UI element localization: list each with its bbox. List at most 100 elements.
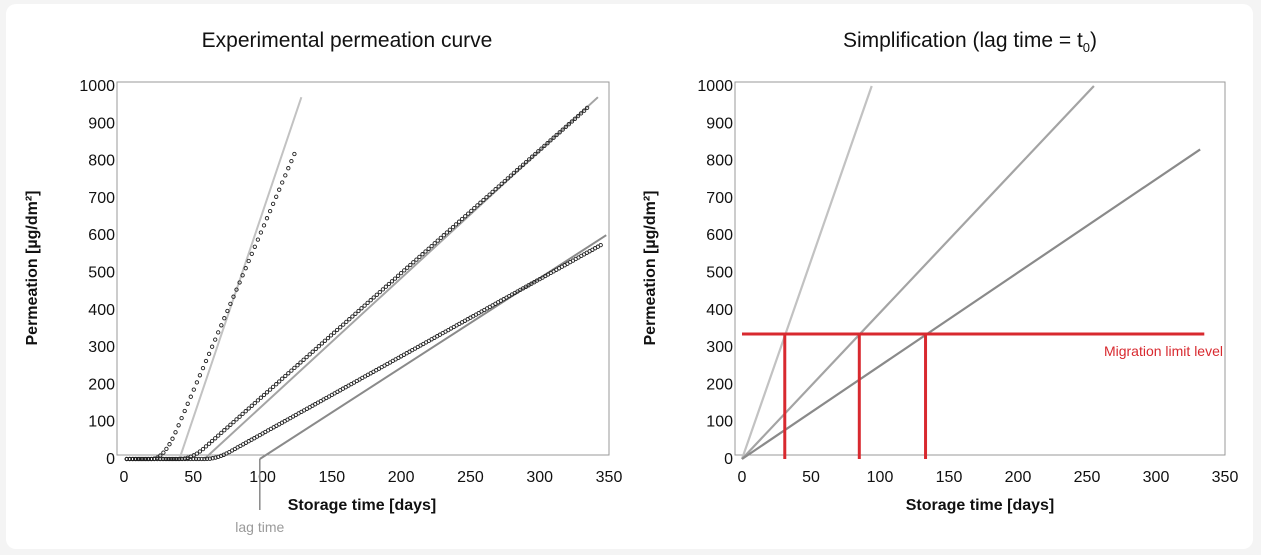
right-x-tick-100: 100 <box>867 469 894 486</box>
left-series-2-point <box>240 411 245 417</box>
left-series-1-point <box>240 273 245 278</box>
left-series-2-point <box>450 224 456 230</box>
left-series-3-point <box>196 456 201 462</box>
left-series-2-point <box>417 254 422 260</box>
left-series-1-point <box>209 344 215 349</box>
right-chart: Simplification (lag time = t0) 010020030… <box>642 29 1238 514</box>
left-series-2-point <box>216 433 221 438</box>
left-series-3-point <box>132 456 138 462</box>
left-series-3-point <box>168 456 174 462</box>
left-series-3-point <box>155 456 160 462</box>
right-title-subscript: 0 <box>1083 40 1090 55</box>
left-series-2-point <box>490 189 495 195</box>
left-series-2-point <box>563 124 568 130</box>
left-series-1-point <box>249 251 254 257</box>
left-series-2-point <box>304 354 309 360</box>
left-y-tick-labels: 0 100 200 300 400 500 600 700 800 900 1000 <box>79 78 115 468</box>
left-series-3-point <box>141 456 146 462</box>
left-series-3-point <box>152 456 157 462</box>
left-series-2-point <box>508 173 514 178</box>
left-series-3-point <box>180 456 185 462</box>
left-series-1-point <box>280 180 285 185</box>
left-series-2-point <box>575 113 581 119</box>
left-series-1-point <box>261 223 267 228</box>
right-x-tick-150: 150 <box>936 469 963 486</box>
left-series-2-point <box>225 425 230 430</box>
left-series-2-point <box>426 246 431 251</box>
left-series-2-point <box>459 216 465 222</box>
left-series-2-point <box>331 330 337 335</box>
left-y-tick-600: 600 <box>88 227 115 244</box>
left-series-2-point <box>209 438 215 444</box>
left-series-2-point <box>505 176 510 181</box>
right-y-tick-300: 300 <box>706 339 733 356</box>
right-y-tick-200: 200 <box>706 376 733 393</box>
left-series-2-point <box>520 162 526 167</box>
left-series-1-point <box>200 365 206 371</box>
left-series-2-point <box>298 360 303 365</box>
left-series-2-point <box>261 392 267 398</box>
right-series-line-3 <box>741 148 1201 460</box>
left-series-2-point <box>228 422 233 427</box>
left-series-3-point <box>191 456 196 462</box>
left-series-2-point <box>325 335 331 341</box>
left-series-2-point <box>557 130 562 135</box>
left-series-2-point <box>502 178 507 184</box>
left-series-1-point <box>161 450 166 455</box>
left-series-2-point <box>353 311 358 316</box>
left-series-2-point <box>255 398 261 403</box>
right-y-tick-800: 800 <box>706 153 733 170</box>
left-series-1-point <box>176 423 181 428</box>
left-series-3-point <box>166 456 171 462</box>
left-series-2-point <box>584 105 590 111</box>
left-chart: Experimental permeation curve 0 100 200 300… <box>24 29 622 535</box>
left-series-3-point <box>193 456 199 462</box>
right-y-tick-100: 100 <box>706 414 733 431</box>
left-series-2-point <box>270 384 276 390</box>
left-series-1-point <box>170 436 175 441</box>
left-series-2-point <box>334 327 340 333</box>
left-series-2-point <box>566 122 571 127</box>
left-series-1-point <box>191 387 196 392</box>
left-series-2-point <box>307 352 312 357</box>
left-series-3-point <box>207 456 213 461</box>
left-series-2-point <box>517 165 523 170</box>
right-y-tick-0: 0 <box>724 451 733 468</box>
left-series-2-point <box>447 227 453 232</box>
left-series-1-point <box>173 430 178 435</box>
left-series-2-point <box>389 279 395 284</box>
left-fit-lines <box>178 96 607 460</box>
left-series-2-point <box>466 211 471 216</box>
left-series-2-point <box>359 306 364 311</box>
left-series-2-point <box>432 241 437 246</box>
left-series-2-point <box>347 317 352 322</box>
left-series-3-point <box>185 456 190 462</box>
left-series-2-point <box>523 159 529 165</box>
left-series-1-point <box>267 208 273 214</box>
left-series-2-point <box>338 325 343 330</box>
right-title-end: ) <box>1090 29 1097 52</box>
left-series-1-point <box>277 187 282 192</box>
left-x-tick-labels: 0 50 100 150 200 250 300 350 <box>120 469 623 486</box>
left-series-3-point <box>135 456 141 462</box>
left-series-1-point <box>286 166 291 171</box>
left-series-1-points <box>124 151 297 462</box>
left-series-2-point <box>222 428 227 433</box>
left-series-1-point <box>255 237 261 242</box>
figure-svg: Experimental permeation curve 0 100 200 300… <box>24 29 1238 535</box>
left-series-2-point <box>258 395 264 400</box>
left-y-tick-500: 500 <box>88 265 115 282</box>
left-series-1-point <box>228 301 233 307</box>
left-series-2-point <box>536 149 541 154</box>
left-series-1-point <box>270 201 276 207</box>
left-series-2-point <box>551 135 556 140</box>
left-series-2-point <box>365 300 370 306</box>
migration-limit-label: Migration limit level <box>1104 343 1223 359</box>
right-x-tick-labels: 0 50 100 150 200 250 300 350 <box>738 469 1239 486</box>
left-series-1-point <box>216 330 221 335</box>
left-series-1-point <box>264 216 270 221</box>
left-series-2-point <box>280 376 285 381</box>
left-series-1-point <box>258 230 264 235</box>
left-series-2-point <box>420 252 425 257</box>
right-y-tick-900: 900 <box>706 115 733 132</box>
